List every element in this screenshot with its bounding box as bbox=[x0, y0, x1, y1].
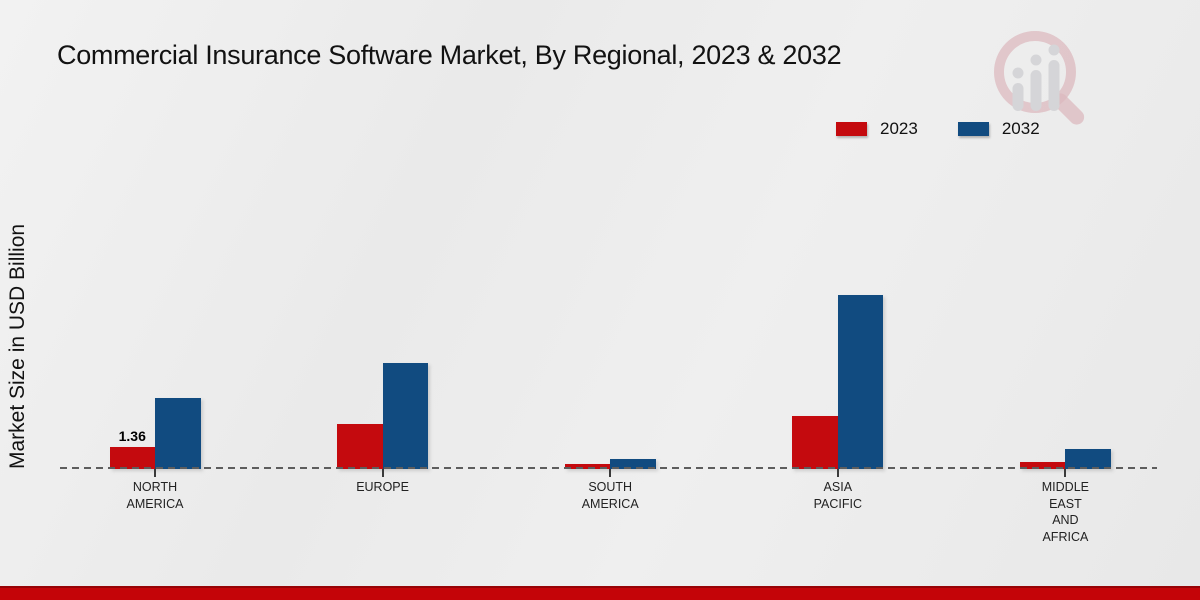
bar-2023-middle-east-and-africa bbox=[1019, 462, 1066, 469]
legend: 2023 2032 bbox=[836, 119, 1040, 139]
chart-title: Commercial Insurance Software Market, By… bbox=[57, 40, 842, 70]
footer-accent-bar bbox=[0, 586, 1200, 600]
legend-swatch-2032 bbox=[957, 122, 989, 136]
bar-2032-europe bbox=[382, 362, 429, 469]
legend-item-2032: 2032 bbox=[957, 119, 1040, 139]
y-axis-label: Market Size in USD Billion bbox=[6, 223, 29, 469]
x-axis-tick bbox=[381, 469, 384, 477]
x-axis-baseline bbox=[60, 467, 1157, 469]
x-axis-category-label: EUROPE bbox=[356, 480, 409, 494]
bar-2023-south-america bbox=[564, 464, 611, 469]
x-axis-tick bbox=[1064, 469, 1067, 477]
bar-2023-asia-pacific bbox=[792, 416, 838, 469]
x-axis-tick bbox=[154, 469, 156, 477]
x-axis-category-label: SOUTH AMERICA bbox=[581, 480, 639, 511]
legend-label-2032: 2032 bbox=[1001, 119, 1040, 138]
x-axis-category-label: MIDDLE EAST AND AFRICA bbox=[1041, 480, 1089, 544]
x-axis-tick bbox=[836, 469, 839, 477]
bar-2032-asia-pacific bbox=[837, 294, 884, 469]
bar-value-label: 1.36 bbox=[118, 427, 146, 444]
x-axis-tick bbox=[609, 469, 612, 477]
legend-swatch-2023 bbox=[836, 122, 867, 136]
bar-2032-south-america bbox=[610, 459, 656, 469]
x-axis-category-label: NORTH AMERICA bbox=[126, 480, 184, 511]
bar-2032-middle-east-and-africa bbox=[1065, 448, 1111, 469]
x-axis-category-label: ASIA PACIFIC bbox=[813, 480, 862, 511]
bar-2023-north-america bbox=[109, 446, 155, 469]
legend-label-2023: 2023 bbox=[880, 119, 918, 138]
magnifier-bar-chart-logo bbox=[994, 31, 1085, 125]
bar-2023-europe bbox=[337, 424, 383, 469]
legend-item-2023: 2023 bbox=[836, 119, 918, 139]
bar-2032-north-america bbox=[155, 397, 201, 469]
